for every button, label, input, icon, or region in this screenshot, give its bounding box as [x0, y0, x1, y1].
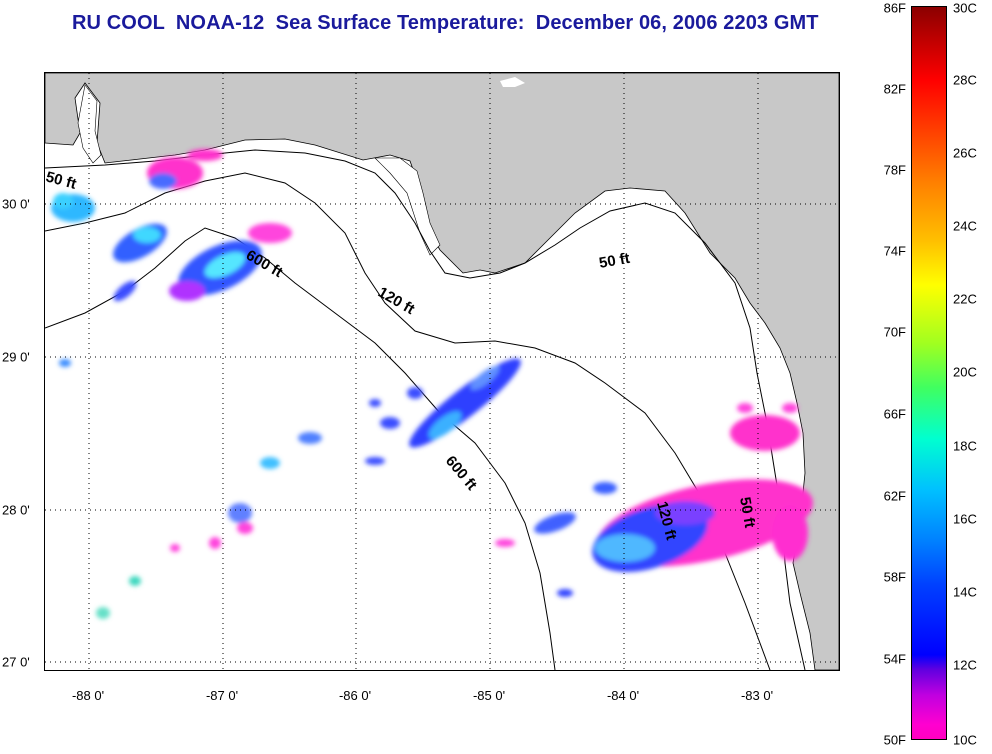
colorbar-f-label: 70F: [883, 324, 906, 340]
lake: [500, 77, 525, 87]
longitude-label: -83 0': [740, 688, 774, 703]
colorbar-c-label: 16C: [953, 511, 977, 527]
colorbar-c-label: 14C: [953, 584, 977, 600]
longitude-label: -88 0': [71, 688, 105, 703]
sst-map: 50 ft 600 ft 120 ft 50 ft 600 ft 120 ft …: [45, 73, 839, 670]
longitude-label: -84 0': [606, 688, 640, 703]
colorbar-c-label: 26C: [953, 145, 977, 161]
longitude-label: -85 0': [472, 688, 506, 703]
contour-label: 50 ft: [45, 168, 78, 192]
colorbar-f-label: 50F: [883, 732, 906, 748]
contour-label: 600 ft: [243, 247, 285, 281]
latitude-label: 27 0': [2, 654, 30, 670]
colorbar-c-label: 24C: [953, 218, 977, 234]
latitude-label: 28 0': [2, 502, 30, 518]
colorbar-f-label: 66F: [883, 406, 906, 422]
latitude-label: 29 0': [2, 349, 30, 365]
contour-label: 50 ft: [598, 250, 631, 272]
latitude-label: 30 0': [2, 196, 30, 212]
colorbar-c-label: 22C: [953, 291, 977, 307]
colorbar-f-label: 58F: [883, 569, 906, 585]
colorbar-c-label: 10C: [953, 732, 977, 748]
colorbar-f-label: 62F: [883, 488, 906, 504]
land-florida: [45, 73, 839, 670]
colorbar-c-label: 30C: [953, 0, 977, 16]
colorbar-c-label: 20C: [953, 364, 977, 380]
colorbar-c-label: 18C: [953, 438, 977, 454]
bay-apalachee: [374, 157, 441, 256]
longitude-label: -86 0': [338, 688, 372, 703]
contour-label: 50 ft: [736, 496, 758, 529]
colorbar-f-label: 54F: [883, 651, 906, 667]
colorbar-f-label: 82F: [883, 81, 906, 97]
colorbar-c-label: 12C: [953, 657, 977, 673]
map-plot-area: 50 ft 600 ft 120 ft 50 ft 600 ft 120 ft …: [44, 72, 840, 671]
contour-600ft: [45, 227, 556, 670]
longitude-label: -87 0': [205, 688, 239, 703]
colorbar-f-label: 86F: [883, 0, 906, 16]
temperature-colorbar: [911, 6, 947, 740]
colorbar-f-label: 78F: [883, 162, 906, 178]
colorbar-c-label: 28C: [953, 72, 977, 88]
map-title: RU COOL NOAA-12 Sea Surface Temperature:…: [72, 12, 819, 34]
sst-patches: [51, 149, 813, 619]
contour-label: 600 ft: [442, 453, 480, 494]
colorbar-f-label: 74F: [883, 243, 906, 259]
